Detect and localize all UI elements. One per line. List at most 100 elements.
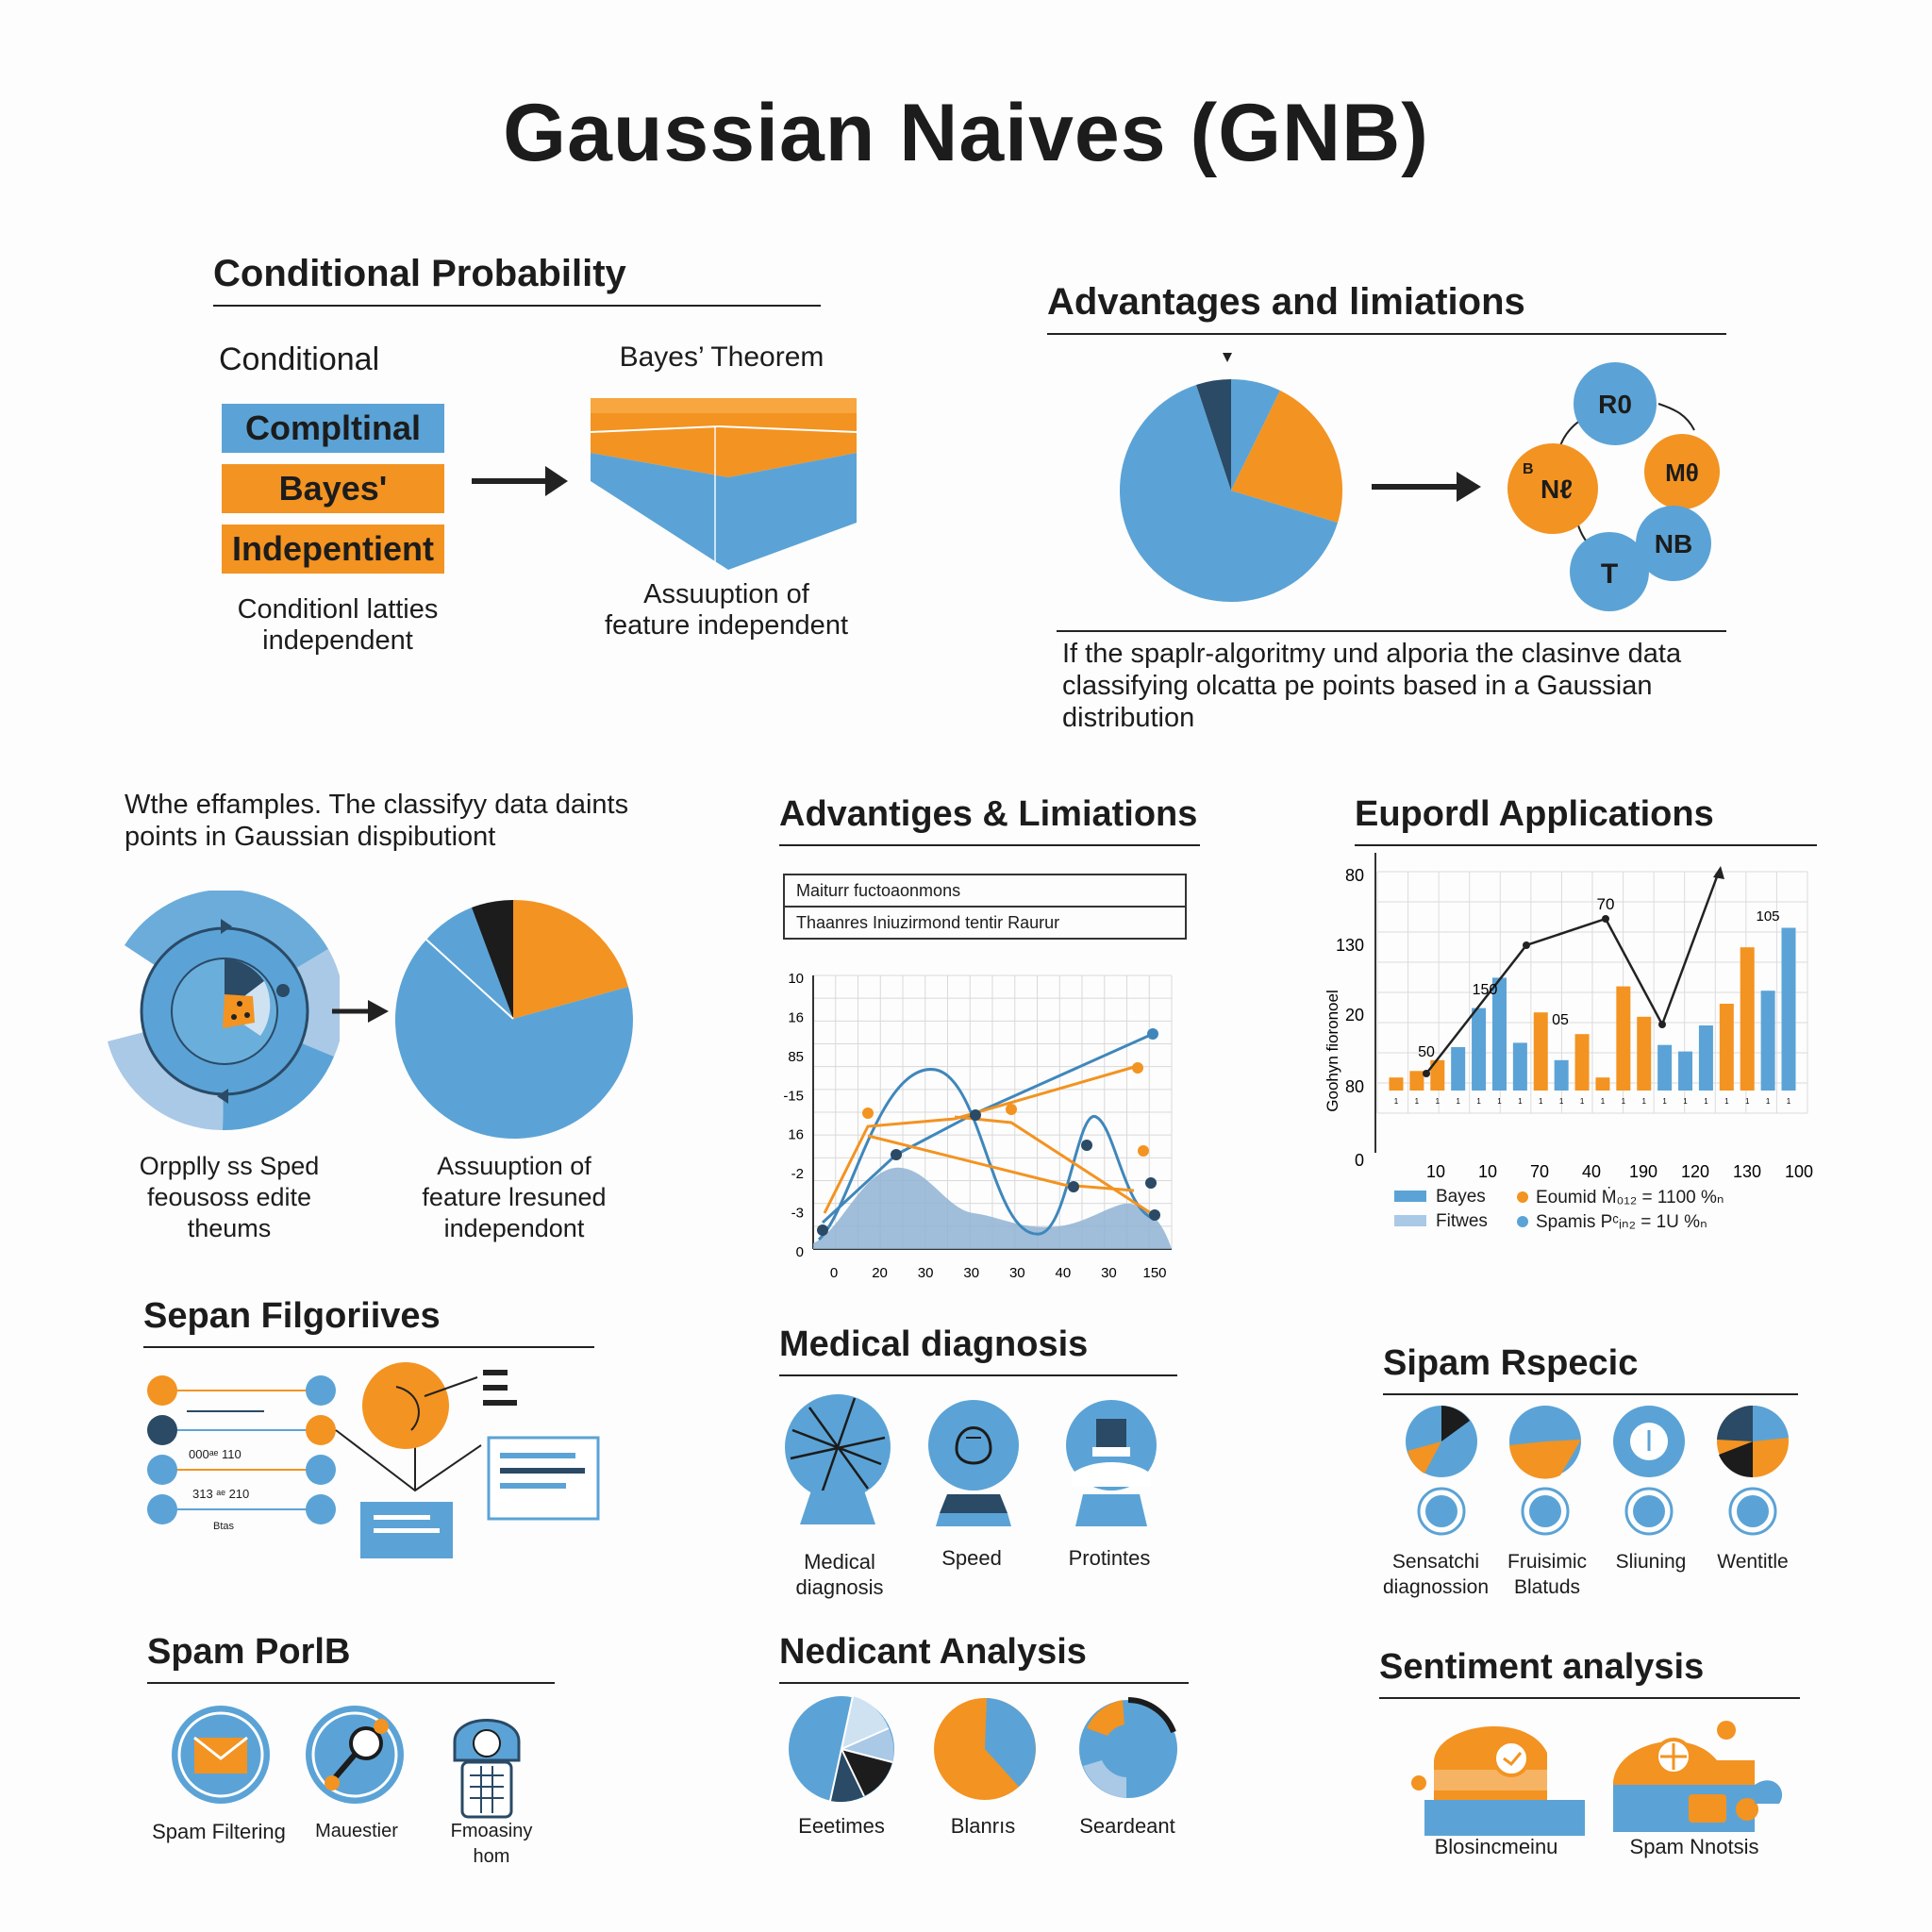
medical-label: Protintes	[1068, 1546, 1151, 1570]
bayes-title: Bayes’ Theorem	[619, 341, 824, 373]
nedicant-label: Eeetimes	[798, 1814, 885, 1838]
house-illustration	[1411, 1726, 1585, 1836]
spam-pb-label: Spam Filtering	[152, 1820, 286, 1843]
bar-mini-label: 1	[1436, 1097, 1441, 1106]
box-independent: Indepentient	[222, 525, 444, 574]
medical-heading: Medical diagnosis	[779, 1324, 1177, 1376]
legend-item: Eoumid Ṁ₀₁₂ = 1100 %ₙ	[1536, 1188, 1724, 1208]
x-tick-label: 100	[1785, 1162, 1813, 1181]
house-illustration	[1613, 1721, 1783, 1832]
legend-item: Bayes	[1436, 1187, 1486, 1207]
radial-diagram	[108, 891, 340, 1131]
sentiment-heading: Sentiment analysis	[1379, 1647, 1800, 1699]
bar	[1389, 1077, 1404, 1091]
y-tick-label: 0	[1355, 1151, 1364, 1170]
bayes-caption: Assuuption of feature independent	[605, 579, 848, 641]
pie-icon	[934, 1698, 1036, 1800]
svg-text:T: T	[1601, 558, 1618, 590]
adv1-desc: If the spaplr-algoritmy und alporia the …	[1062, 639, 1682, 733]
sentiment-illustrations	[1411, 1721, 1783, 1836]
line-series-orange	[823, 1064, 1139, 1214]
bar-mini-label: 1	[1724, 1097, 1729, 1106]
bar-mini-label: 1	[1497, 1097, 1502, 1106]
bar-mini-label: 1	[1745, 1097, 1750, 1106]
arrow-right-icon	[1372, 472, 1481, 502]
y-tick-label: -2	[791, 1166, 804, 1182]
nedicant-heading: Nedicant Analysis	[779, 1632, 1189, 1684]
bar	[1491, 977, 1507, 1091]
bar-mini-label: 1	[1704, 1097, 1708, 1106]
bar-annotation: 05	[1552, 1012, 1569, 1028]
x-tick-label: 190	[1629, 1162, 1657, 1181]
x-tick-label: 0	[830, 1265, 838, 1281]
bayes-3d-shape	[590, 398, 858, 570]
spam-pb-label: Mauestier	[315, 1821, 398, 1841]
bar-annotation: 50	[1418, 1044, 1435, 1060]
pie-icon	[789, 1695, 894, 1803]
x-tick-label: 30	[963, 1265, 979, 1281]
adv1-heading: Advantages and limiations	[1047, 281, 1726, 335]
svg-text:Mθ: Mθ	[1665, 458, 1699, 487]
y-tick-label: 10	[788, 971, 804, 987]
bar-mini-label: 1	[1539, 1097, 1543, 1106]
arrow-right-icon	[332, 1000, 389, 1023]
apps-heading: Eupordl Applications	[1355, 794, 1817, 846]
sentiment-label: Spam Nnotsis	[1629, 1835, 1759, 1858]
bar-annotation: 70	[1597, 895, 1615, 913]
bar-mini-label: 1	[1456, 1097, 1460, 1106]
spam-fig-heading: Sepan Filgoriives	[143, 1296, 594, 1348]
adv1-divider	[1057, 630, 1726, 632]
x-tick-label: 120	[1681, 1162, 1709, 1181]
adv2-heading: Advantiges & Limiations	[779, 794, 1200, 846]
bar	[1698, 1025, 1713, 1091]
examples-text: Wthe effamples. The classifyy data daint…	[125, 790, 629, 852]
bar-annotation: 105	[1756, 908, 1779, 924]
spam-row-label: 000ᵃᵉ 110	[189, 1447, 242, 1461]
x-tick-label: 30	[1009, 1265, 1025, 1281]
bar-mini-label: 1	[1601, 1097, 1606, 1106]
magnifier-icon	[306, 1706, 404, 1804]
svg-text:NB: NB	[1655, 529, 1692, 558]
y-tick-label: 80	[1345, 1077, 1364, 1096]
medical-diagnosis-icon	[785, 1394, 891, 1524]
bar-mini-label: 1	[1394, 1097, 1399, 1106]
nedicant-pies	[789, 1695, 1177, 1803]
medical-icons	[785, 1394, 1157, 1526]
bar	[1781, 927, 1796, 1091]
donut-icon	[1079, 1697, 1177, 1798]
legend-item: Spamis Pᶜᵢₙ₂ = 1U %ₙ	[1536, 1212, 1707, 1232]
envelope-icon	[172, 1706, 270, 1804]
x-tick-label: 40	[1582, 1162, 1601, 1181]
x-tick-label: 150	[1142, 1265, 1166, 1281]
x-tick-label: 10	[1478, 1162, 1497, 1181]
x-tick-label: 30	[918, 1265, 934, 1281]
node-cycle: R0 Mθ NB T Nℓ B	[1507, 362, 1720, 611]
bar	[1409, 1071, 1424, 1091]
speed-icon	[928, 1400, 1019, 1526]
pie-icon	[1717, 1405, 1789, 1536]
node-m0	[1644, 434, 1720, 509]
respec-label: Wentitle	[1717, 1551, 1789, 1573]
cond-label: Conditional	[219, 341, 380, 377]
svg-text:B: B	[1523, 461, 1534, 477]
y-tick-label: 80	[1345, 866, 1364, 885]
x-tick-label: 40	[1056, 1265, 1072, 1281]
svg-text:R0: R0	[1598, 390, 1632, 419]
bar-mini-label: 1	[1622, 1097, 1626, 1106]
line-series-blue	[821, 1032, 1154, 1224]
y-tick-label: 130	[1336, 936, 1364, 955]
spam-pb-label: Fmoasiny hom	[450, 1821, 533, 1867]
x-tick-label: 30	[1101, 1265, 1117, 1281]
node-r0	[1574, 362, 1657, 445]
adv2-table: Maiturr fuctoaonmons Thaanres Iniuzirmon…	[783, 874, 1187, 940]
bar-mini-label: 1	[1518, 1097, 1523, 1106]
spam-row-label: Btas	[213, 1521, 235, 1532]
apps-bar-chart: 1 1 1 1 1 1 1 1 1 1 1 1 1 1 1 1 1 1 1 1 70 105 150 05 50 Go…	[1324, 853, 1813, 1181]
bar-mini-label: 1	[1559, 1097, 1564, 1106]
x-tick-label: 130	[1733, 1162, 1761, 1181]
bar	[1760, 991, 1775, 1091]
page-title: Gaussian Naives (GNB)	[503, 88, 1429, 178]
examples-cap-right: Assuuption of feature lresuned independo…	[422, 1152, 607, 1242]
y-tick-label: 20	[1345, 1006, 1364, 1024]
arrow-right-icon	[472, 466, 568, 496]
